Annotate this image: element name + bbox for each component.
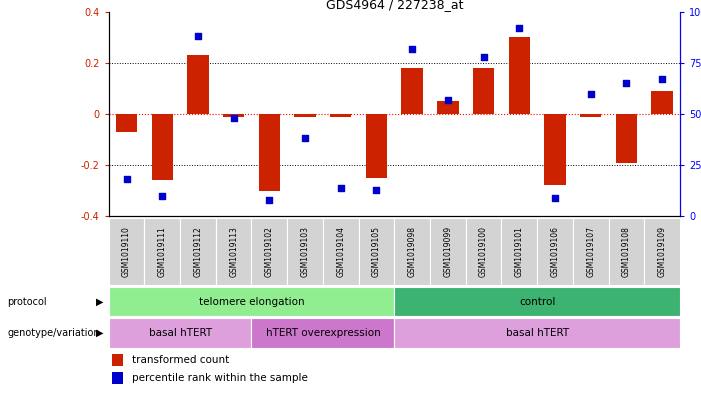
Bar [294,114,315,117]
Text: ▶: ▶ [95,328,103,338]
Text: GSM1019113: GSM1019113 [229,226,238,277]
Text: hTERT overexpression: hTERT overexpression [266,328,380,338]
Point [514,25,525,31]
Point [264,196,275,203]
Bar [116,114,137,132]
Text: GSM1019103: GSM1019103 [301,226,310,277]
Bar [473,68,494,114]
Text: GSM1019106: GSM1019106 [550,226,559,277]
Text: basal hTERT: basal hTERT [149,328,212,338]
Point [621,80,632,86]
Bar [615,114,637,163]
Bar [287,218,323,285]
Bar [544,114,566,185]
Bar [109,318,252,348]
Point [192,33,203,39]
Text: percentile rank within the sample: percentile rank within the sample [132,373,307,383]
Text: GSM1019105: GSM1019105 [372,226,381,277]
Point [657,76,668,83]
Text: GSM1019109: GSM1019109 [658,226,667,277]
Bar [223,114,245,117]
Point [585,90,597,97]
Point [156,193,168,199]
Bar [509,37,530,114]
Bar [252,218,287,285]
Bar [330,114,351,117]
Point [299,135,311,141]
Text: GSM1019112: GSM1019112 [193,226,203,277]
Point [121,176,132,182]
Text: GSM1019099: GSM1019099 [443,226,452,277]
Bar [537,218,573,285]
Bar [109,218,144,285]
Bar [359,218,394,285]
Bar [402,68,423,114]
Point [478,53,489,60]
Text: GSM1019102: GSM1019102 [265,226,274,277]
Bar [394,218,430,285]
Point [550,195,561,201]
Text: GSM1019104: GSM1019104 [336,226,346,277]
Point [335,184,346,191]
Text: GSM1019098: GSM1019098 [408,226,416,277]
Bar [187,55,209,114]
Bar [394,318,680,348]
Text: GSM1019107: GSM1019107 [586,226,595,277]
Bar [252,318,394,348]
Bar [580,114,601,117]
Text: GSM1019110: GSM1019110 [122,226,131,277]
Bar [394,287,680,316]
Text: ▶: ▶ [95,297,103,307]
Bar [465,218,501,285]
Bar [111,372,123,384]
Bar [573,218,608,285]
Bar [501,218,537,285]
Bar [644,218,680,285]
Text: protocol: protocol [7,297,47,307]
Bar [366,114,387,178]
Text: basal hTERT: basal hTERT [505,328,569,338]
Point [228,115,239,121]
Point [442,97,454,103]
Text: control: control [519,297,555,307]
Bar [216,218,252,285]
Bar [259,114,280,191]
Bar [323,218,359,285]
Text: GSM1019100: GSM1019100 [479,226,488,277]
Title: GDS4964 / 227238_at: GDS4964 / 227238_at [325,0,463,11]
Text: telomere elongation: telomere elongation [198,297,304,307]
Text: GSM1019111: GSM1019111 [158,226,167,277]
Bar [180,218,216,285]
Bar [111,354,123,366]
Bar [651,91,673,114]
Bar [151,114,173,180]
Text: GSM1019101: GSM1019101 [515,226,524,277]
Bar [437,101,458,114]
Bar [608,218,644,285]
Bar [430,218,465,285]
Point [407,46,418,52]
Text: GSM1019108: GSM1019108 [622,226,631,277]
Text: genotype/variation: genotype/variation [7,328,100,338]
Text: transformed count: transformed count [132,355,229,365]
Bar [109,287,394,316]
Bar [144,218,180,285]
Point [371,186,382,193]
